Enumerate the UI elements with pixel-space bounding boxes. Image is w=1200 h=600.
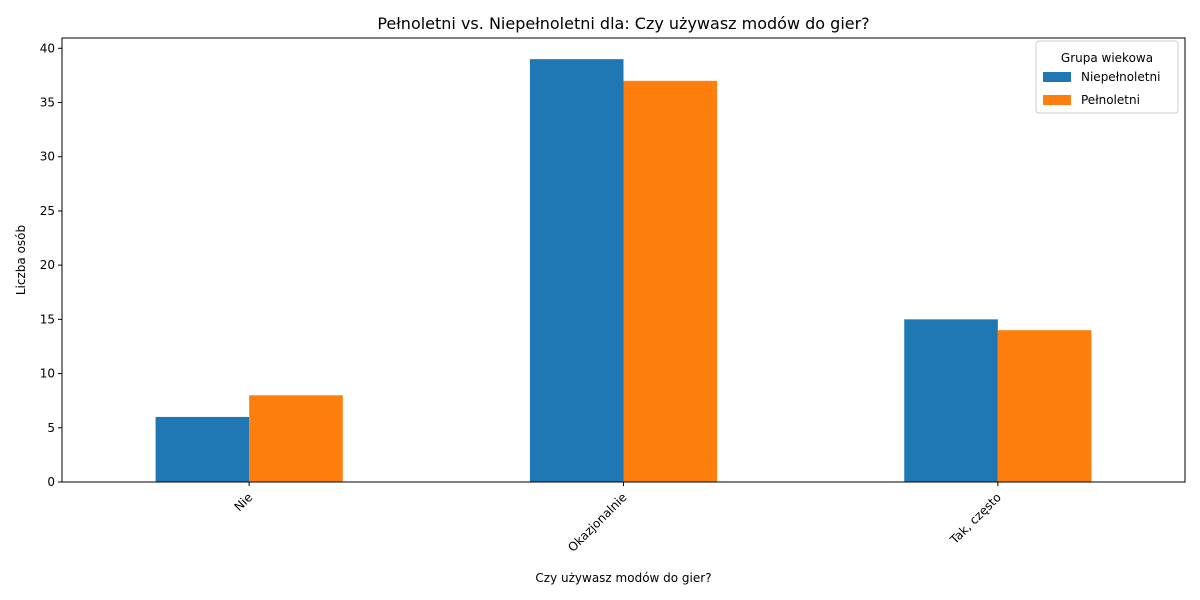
y-axis-title: Liczba osób (14, 225, 28, 295)
bar-series-2-3 (997, 330, 1092, 482)
legend-swatch (1043, 72, 1071, 82)
x-tick-label: Nie (231, 490, 255, 514)
y-tick-label: 0 (47, 475, 55, 489)
legend: Grupa wiekowa Niepełnoletni Pełnoletni (1035, 40, 1179, 114)
legend-frame (1035, 40, 1179, 114)
y-tick-label: 20 (40, 258, 55, 272)
bar-series-1-3 (904, 319, 998, 482)
chart-title: Pełnoletni vs. Niepełnoletni dla: Czy uż… (377, 14, 869, 33)
bars (155, 59, 1092, 483)
x-tick-label: Tak, często (947, 490, 1004, 547)
x-axis-title: Czy używasz modów do gier? (535, 571, 711, 585)
y-tick-label: 40 (40, 41, 55, 55)
x-axis: Nie Okazjonalnie Tak, często (231, 482, 1004, 555)
x-tick-label: Okazjonalnie (565, 490, 629, 554)
y-tick-label: 15 (40, 312, 55, 326)
bar-series-2-1 (249, 395, 343, 482)
legend-swatch (1043, 95, 1071, 105)
y-tick-label: 30 (40, 150, 55, 164)
y-axis: 0 5 10 15 20 25 30 35 40 (40, 41, 62, 489)
bar-series-1-1 (155, 416, 250, 482)
legend-items: Niepełnoletni Pełnoletni (1043, 70, 1160, 107)
y-tick-label: 5 (47, 421, 55, 435)
bar-series-2-2 (623, 80, 718, 483)
y-tick-label: 35 (40, 96, 55, 110)
plot-area (61, 37, 1186, 483)
bar-series-1-2 (529, 59, 624, 483)
y-tick-label: 10 (40, 367, 55, 381)
legend-label: Niepełnoletni (1081, 70, 1160, 84)
y-tick-label: 25 (40, 204, 55, 218)
legend-label: Pełnoletni (1081, 93, 1140, 107)
legend-title: Grupa wiekowa (1061, 51, 1153, 65)
